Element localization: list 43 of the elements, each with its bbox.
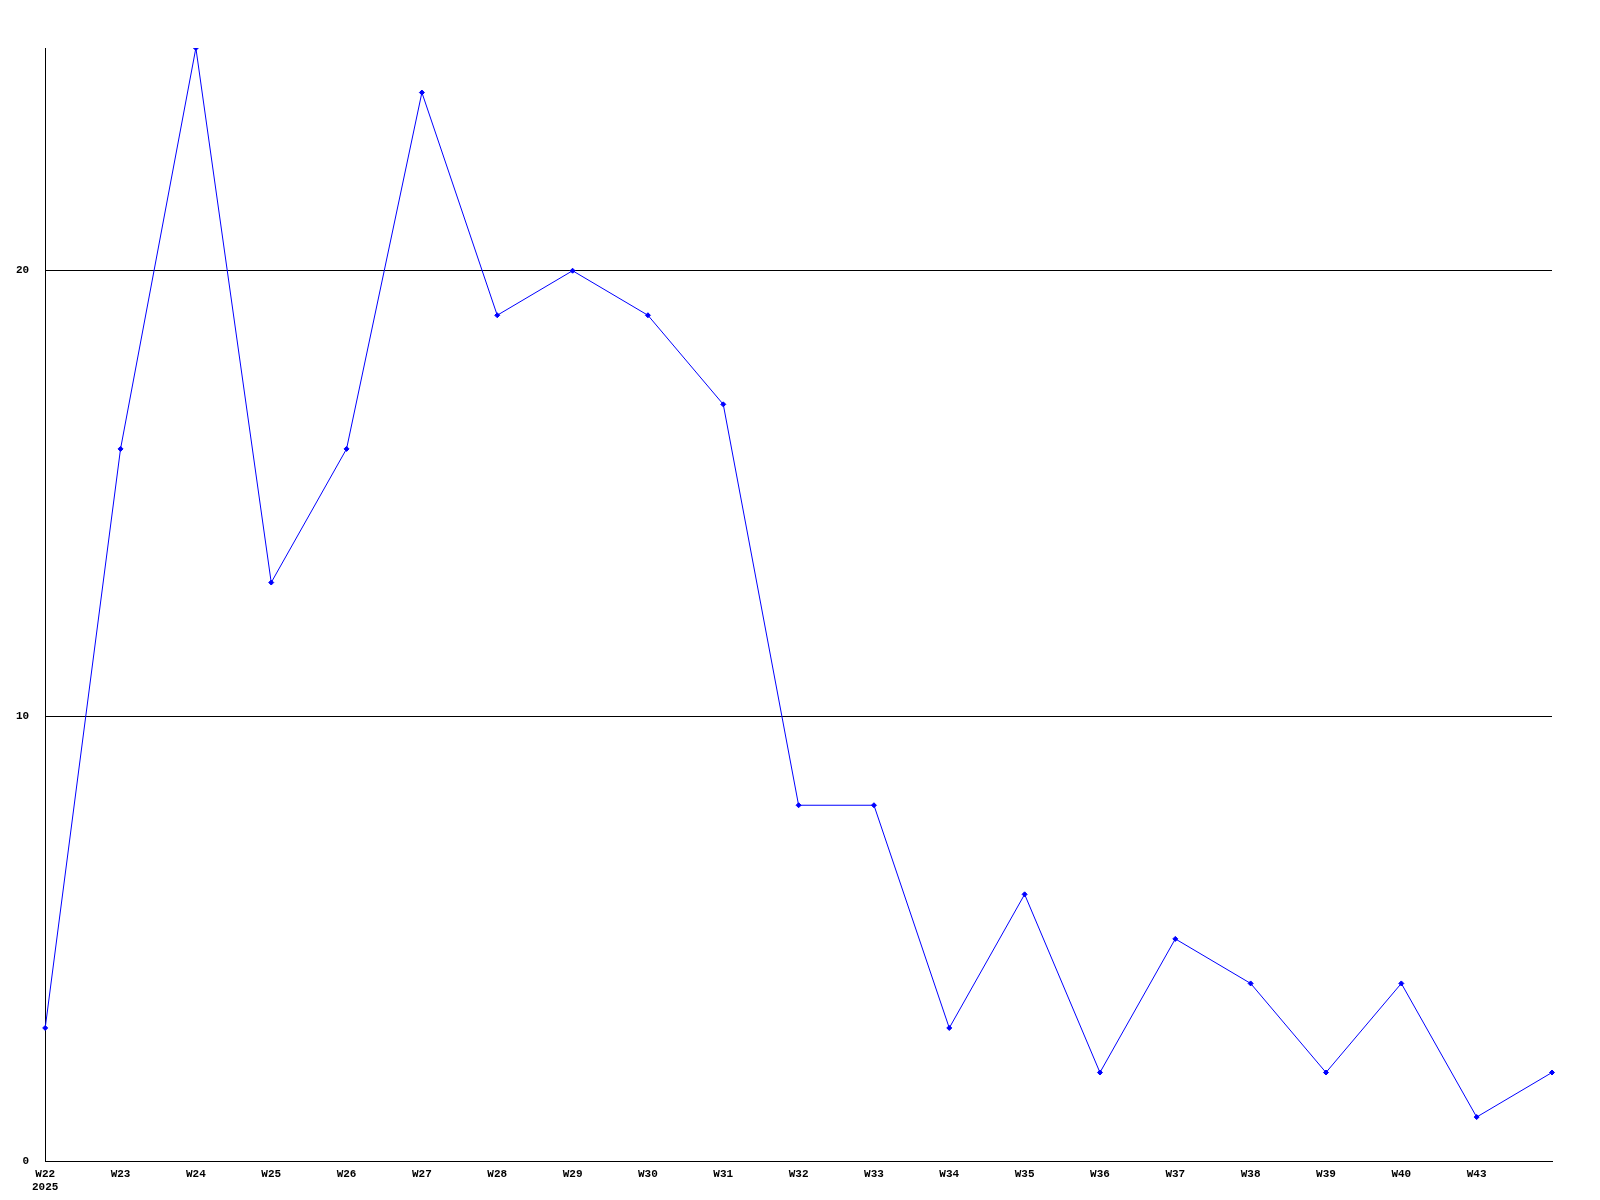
x-tick-label: W30 <box>638 1167 658 1180</box>
x-tick-label: W40 <box>1391 1167 1412 1180</box>
x-tick-label: W37 <box>1165 1167 1186 1180</box>
point <box>1473 1114 1480 1121</box>
y-tick-label: 0 <box>22 1155 30 1168</box>
point <box>494 312 501 319</box>
point <box>1096 1069 1103 1076</box>
point <box>42 1024 49 1031</box>
point <box>569 267 576 274</box>
x-tick-label: W39 <box>1316 1167 1336 1180</box>
point <box>870 802 877 809</box>
x-tick-label: W29 <box>562 1167 583 1180</box>
x-tick-label: W24 <box>185 1167 207 1180</box>
point <box>1172 935 1179 942</box>
point <box>418 89 425 96</box>
x-tick-label: W36 <box>1090 1167 1110 1180</box>
x-tick-label: W28 <box>487 1167 508 1180</box>
x-tick-label: W33 <box>864 1167 885 1180</box>
x-tick-label: W43 <box>1466 1167 1487 1180</box>
point <box>1549 1069 1555 1076</box>
x-tick-label: W23 <box>110 1167 131 1180</box>
point <box>644 312 651 319</box>
y-tick-label: 10 <box>16 709 30 722</box>
point <box>268 579 275 586</box>
x-tick-label: W31 <box>713 1167 734 1180</box>
x-tick-label: W32 <box>788 1167 809 1180</box>
y-tick-label: 20 <box>16 264 30 277</box>
x-tick-label: W38 <box>1240 1167 1261 1180</box>
x-tick-label: W35 <box>1014 1167 1035 1180</box>
point <box>1247 980 1254 987</box>
point <box>117 445 124 452</box>
x-tick-label: W27 <box>412 1167 432 1180</box>
point <box>1322 1069 1329 1076</box>
point <box>1021 891 1028 898</box>
x-tick-label: W22 2025 <box>32 1167 59 1194</box>
x-tick-label: W26 <box>336 1167 357 1180</box>
point <box>946 1024 953 1031</box>
x-tick-label: W34 <box>939 1167 960 1180</box>
point <box>720 401 727 408</box>
x-tick-label: W25 <box>261 1167 282 1180</box>
point <box>1398 980 1405 987</box>
point <box>343 445 350 452</box>
point <box>795 802 802 809</box>
